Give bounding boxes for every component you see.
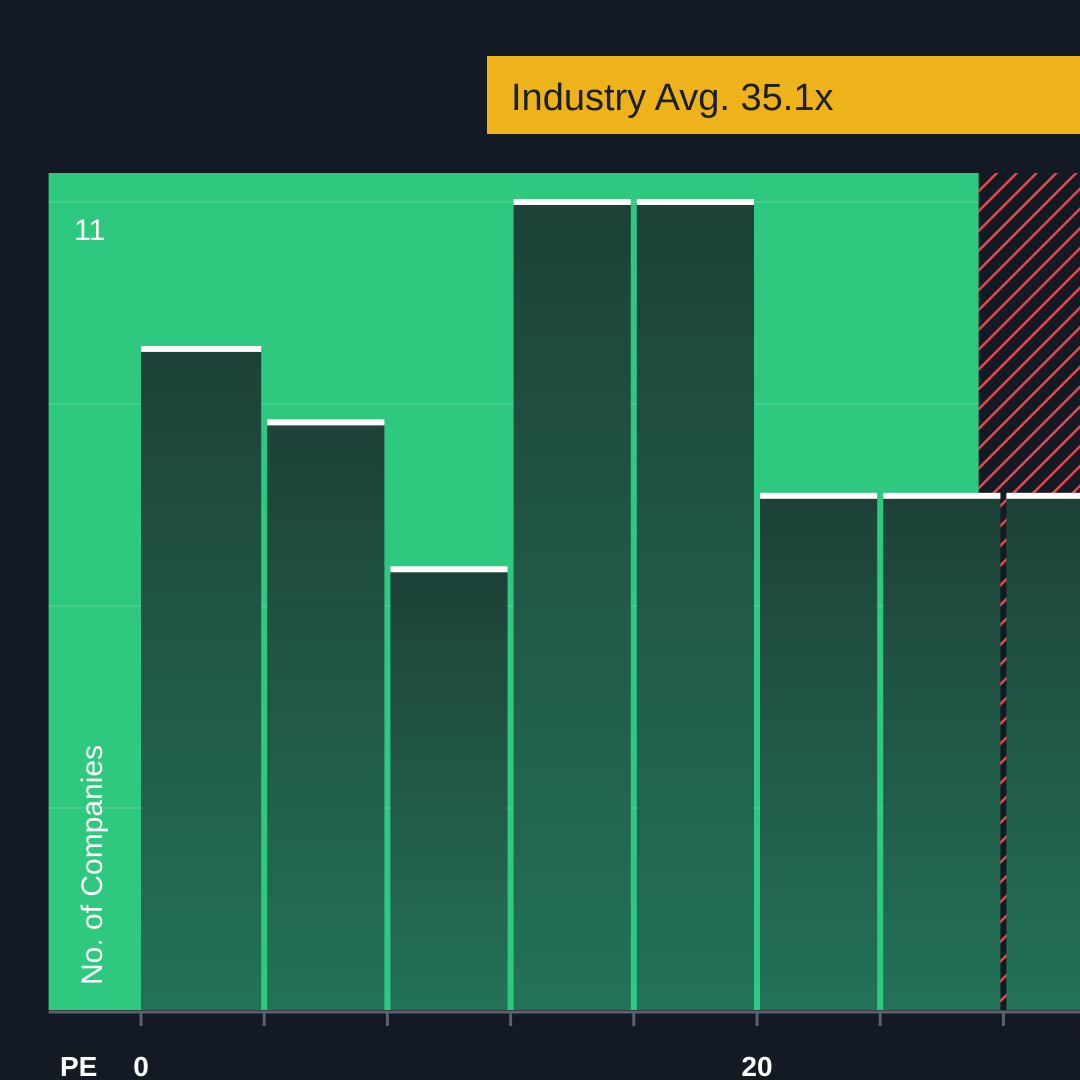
bar-cap bbox=[1006, 492, 1080, 499]
bar-cap bbox=[267, 419, 385, 426]
bar-cap bbox=[141, 345, 262, 352]
industry-avg-label: Industry Avg. 35.1x bbox=[511, 77, 834, 119]
bar-cap bbox=[760, 492, 878, 499]
bar bbox=[390, 569, 508, 1010]
bar-cap bbox=[513, 199, 631, 205]
y-max-label: 11 bbox=[74, 214, 105, 247]
bar bbox=[513, 202, 631, 1010]
bars bbox=[141, 199, 1080, 1011]
bar bbox=[636, 202, 754, 1010]
industry-avg-marker: Industry Avg. 35.1x bbox=[487, 56, 1080, 134]
industry-avg-callout-box bbox=[487, 56, 1080, 134]
bar-cap bbox=[390, 566, 508, 573]
bar bbox=[1006, 495, 1080, 1010]
y-axis-label: No. of Companies bbox=[76, 745, 109, 985]
x-ticks: 0 20 bbox=[133, 1012, 1005, 1080]
bar-cap bbox=[883, 492, 1001, 499]
x-axis-label: PE bbox=[60, 1051, 97, 1080]
bar bbox=[760, 495, 878, 1010]
x-tick-label: 20 bbox=[741, 1051, 772, 1080]
bar bbox=[267, 422, 385, 1010]
x-tick-label: 0 bbox=[133, 1051, 149, 1080]
bar bbox=[141, 348, 262, 1011]
bar bbox=[883, 495, 1001, 1010]
bar-cap bbox=[636, 199, 754, 205]
